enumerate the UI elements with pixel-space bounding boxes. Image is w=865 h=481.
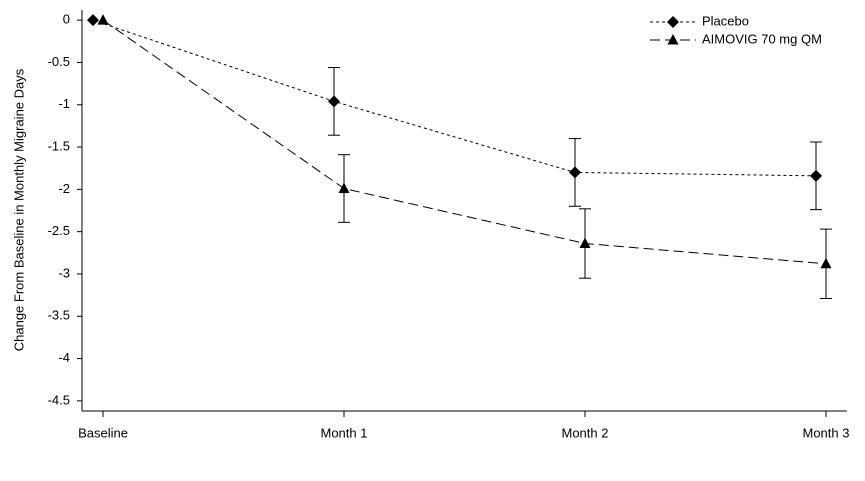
y-tick-label: 0 xyxy=(63,12,70,27)
series-line xyxy=(102,19,827,265)
y-tick-label: -1.5 xyxy=(48,138,70,153)
x-tick-label: Baseline xyxy=(78,425,128,440)
y-tick-label: -3.5 xyxy=(48,308,70,323)
marker xyxy=(810,169,822,182)
marker xyxy=(569,166,581,179)
marker xyxy=(328,95,340,108)
x-tick-label: Month 2 xyxy=(562,425,609,440)
marker xyxy=(579,237,591,248)
y-tick-label: -2 xyxy=(58,181,70,196)
marker xyxy=(820,257,832,269)
legend-marker xyxy=(667,16,679,28)
y-tick-label: -4.5 xyxy=(48,392,70,407)
legend-label: Placebo xyxy=(702,13,749,28)
marker xyxy=(338,182,350,194)
y-tick-label: -0.5 xyxy=(48,54,70,69)
series-line xyxy=(92,19,817,177)
legend-label: AIMOVIG 70 mg QM xyxy=(702,31,822,46)
x-tick-label: Month 1 xyxy=(321,425,368,440)
y-tick-label: -2.5 xyxy=(48,223,70,238)
x-tick-label: Month 3 xyxy=(803,425,850,440)
marker xyxy=(87,14,99,27)
y-tick-label: -3 xyxy=(58,265,70,280)
marker xyxy=(97,14,109,25)
y-axis-label: Change From Baseline in Monthly Migraine… xyxy=(11,68,26,351)
y-tick-label: -1 xyxy=(58,96,70,111)
legend-marker xyxy=(667,34,679,45)
y-tick-label: -4 xyxy=(58,350,70,365)
